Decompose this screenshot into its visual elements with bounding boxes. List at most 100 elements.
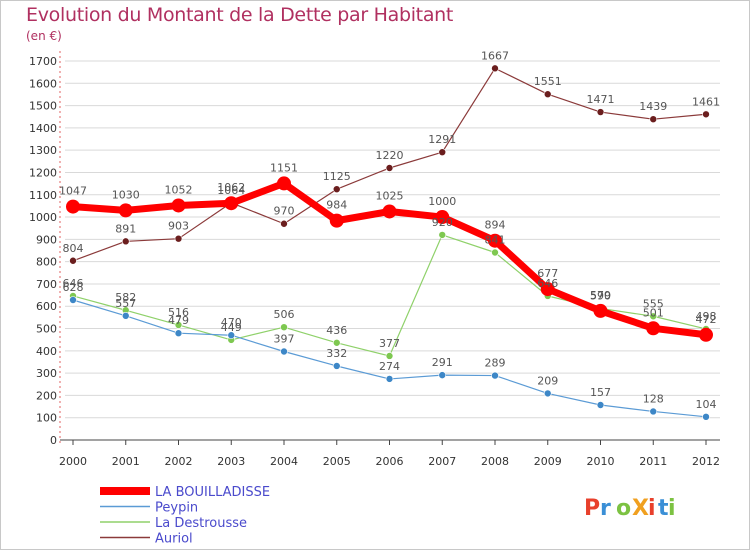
data-point (543, 389, 552, 398)
data-label: 891 (115, 222, 136, 235)
x-tick-label: 2005 (323, 455, 351, 468)
data-label: 579 (590, 289, 611, 302)
y-tick-label: 1300 (29, 144, 57, 157)
data-point (649, 312, 658, 321)
data-point (540, 282, 555, 297)
y-tick-label: 300 (36, 367, 57, 380)
y-tick-label: 100 (36, 412, 57, 425)
data-label: 436 (326, 324, 347, 337)
data-label: 1030 (112, 188, 140, 201)
logo-letter: X (632, 496, 649, 521)
y-tick-label: 1700 (29, 55, 57, 68)
data-point (121, 312, 130, 320)
data-label: 1047 (59, 185, 87, 198)
y-tick-label: 1600 (29, 77, 57, 90)
logo-letter: t (658, 496, 669, 521)
data-point (382, 204, 397, 219)
data-point (438, 371, 447, 379)
y-tick-label: 900 (36, 233, 57, 246)
data-label: 1052 (165, 183, 193, 196)
data-label: 1551 (534, 75, 562, 88)
data-label: 157 (590, 386, 611, 399)
data-point (385, 164, 394, 172)
data-point (385, 352, 394, 360)
data-label: 291 (432, 356, 453, 369)
data-point (174, 329, 183, 338)
data-point (329, 213, 344, 228)
data-label: 970 (274, 205, 295, 218)
x-tick-label: 2010 (587, 455, 615, 468)
x-tick-label: 2007 (428, 455, 456, 468)
data-point (174, 234, 183, 243)
x-tick-label: 2006 (376, 455, 404, 468)
data-label: 628 (63, 281, 84, 294)
data-label: 920 (432, 216, 453, 229)
logo-letter: P (584, 496, 600, 521)
data-label: 397 (274, 332, 295, 345)
logo-letter: o (616, 496, 631, 521)
y-tick-label: 400 (36, 345, 57, 358)
legend-label: La Destrousse (155, 516, 247, 531)
data-label: 209 (537, 374, 558, 387)
data-point (385, 375, 394, 383)
y-tick-label: 800 (36, 256, 57, 269)
data-label: 377 (379, 337, 400, 350)
data-label: 646 (63, 277, 84, 290)
x-tick-label: 2001 (112, 455, 140, 468)
data-point (543, 90, 552, 99)
data-point (69, 296, 77, 304)
data-point (332, 338, 341, 347)
data-label: 516 (168, 306, 189, 319)
data-point (596, 401, 605, 409)
data-label: 274 (379, 360, 400, 373)
data-point (649, 407, 658, 416)
data-point (435, 210, 450, 225)
data-label: 470 (221, 316, 242, 329)
x-tick-label: 2003 (217, 455, 245, 468)
data-label: 449 (221, 321, 242, 334)
data-label: 1471 (587, 93, 615, 106)
data-point (438, 231, 447, 239)
legend-label: LA BOUILLADISSE (155, 485, 270, 500)
data-label: 506 (274, 308, 295, 321)
data-point (646, 321, 661, 336)
data-point (699, 327, 713, 342)
x-tick-label: 2009 (534, 455, 562, 468)
data-point (596, 108, 605, 116)
data-point (438, 148, 447, 156)
legend-label: Auriol (155, 532, 193, 547)
x-tick-label: 2011 (639, 455, 667, 468)
data-label: 472 (696, 313, 717, 326)
data-point (649, 115, 658, 123)
data-label: 1064 (217, 184, 245, 197)
data-point (171, 198, 186, 213)
logo-letter: i (668, 496, 676, 521)
data-label: 498 (696, 310, 717, 323)
data-label: 555 (643, 297, 664, 310)
data-label: 804 (63, 242, 84, 255)
data-label: 1439 (639, 100, 667, 113)
data-label: 1025 (376, 189, 404, 202)
data-point (702, 110, 710, 119)
chart-title: Evolution du Montant de la Dette par Hab… (26, 4, 454, 26)
y-tick-label: 600 (36, 300, 57, 313)
data-point (280, 323, 288, 331)
plot-area (60, 51, 721, 440)
data-label: 894 (485, 219, 506, 232)
data-point (702, 413, 710, 421)
data-label: 1461 (692, 95, 720, 108)
y-tick-label: 1400 (29, 122, 57, 135)
data-label: 841 (485, 234, 506, 247)
data-label: 646 (537, 277, 558, 290)
data-label: 289 (485, 357, 506, 370)
legend-label: Peypin (155, 501, 198, 516)
data-point (66, 199, 80, 214)
data-labels: 1047 1030 1052 1062 1151 984 1025 1000 894 677 579… (59, 49, 720, 410)
x-tick-label: 2008 (481, 455, 509, 468)
data-label: 1062 (217, 181, 245, 194)
data-label: 1220 (376, 149, 404, 162)
data-point (121, 237, 130, 246)
data-point (491, 64, 499, 73)
